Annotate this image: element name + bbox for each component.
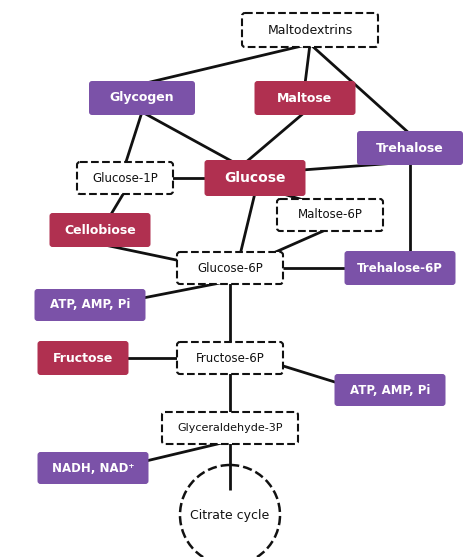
Text: Glucose-6P: Glucose-6P xyxy=(197,261,263,275)
FancyBboxPatch shape xyxy=(277,199,383,231)
Text: Glucose: Glucose xyxy=(224,171,286,185)
FancyBboxPatch shape xyxy=(177,342,283,374)
Text: ATP, AMP, Pi: ATP, AMP, Pi xyxy=(350,384,430,397)
Text: Fructose-6P: Fructose-6P xyxy=(196,351,264,364)
Text: Maltodextrins: Maltodextrins xyxy=(267,23,353,37)
FancyBboxPatch shape xyxy=(37,341,128,375)
Text: NADH, NAD⁺: NADH, NAD⁺ xyxy=(52,462,134,475)
FancyBboxPatch shape xyxy=(177,252,283,284)
FancyBboxPatch shape xyxy=(162,412,298,444)
FancyBboxPatch shape xyxy=(345,251,456,285)
Text: Maltose-6P: Maltose-6P xyxy=(298,208,363,222)
Text: Citrate cycle: Citrate cycle xyxy=(191,509,270,521)
Text: Maltose: Maltose xyxy=(277,91,333,105)
FancyBboxPatch shape xyxy=(77,162,173,194)
Text: Trehalose: Trehalose xyxy=(376,141,444,154)
FancyBboxPatch shape xyxy=(335,374,446,406)
FancyBboxPatch shape xyxy=(357,131,463,165)
Text: Fructose: Fructose xyxy=(53,351,113,364)
FancyBboxPatch shape xyxy=(255,81,356,115)
FancyBboxPatch shape xyxy=(204,160,306,196)
Text: Glyceraldehyde-3P: Glyceraldehyde-3P xyxy=(177,423,283,433)
Text: Glucose-1P: Glucose-1P xyxy=(92,172,158,184)
Text: Cellobiose: Cellobiose xyxy=(64,223,136,237)
Text: Glycogen: Glycogen xyxy=(109,91,174,105)
FancyBboxPatch shape xyxy=(35,289,146,321)
FancyBboxPatch shape xyxy=(49,213,151,247)
Text: Trehalose-6P: Trehalose-6P xyxy=(357,261,443,275)
Text: ATP, AMP, Pi: ATP, AMP, Pi xyxy=(50,299,130,311)
FancyBboxPatch shape xyxy=(242,13,378,47)
FancyBboxPatch shape xyxy=(37,452,148,484)
FancyBboxPatch shape xyxy=(89,81,195,115)
